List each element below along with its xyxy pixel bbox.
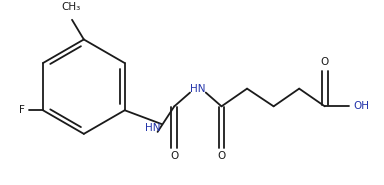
- Text: HN: HN: [145, 123, 161, 133]
- Text: O: O: [321, 57, 329, 67]
- Text: HN: HN: [190, 84, 206, 94]
- Text: O: O: [217, 152, 226, 162]
- Text: CH₃: CH₃: [61, 2, 81, 12]
- Text: O: O: [170, 152, 179, 162]
- Text: OH: OH: [353, 101, 369, 111]
- Text: F: F: [19, 105, 25, 115]
